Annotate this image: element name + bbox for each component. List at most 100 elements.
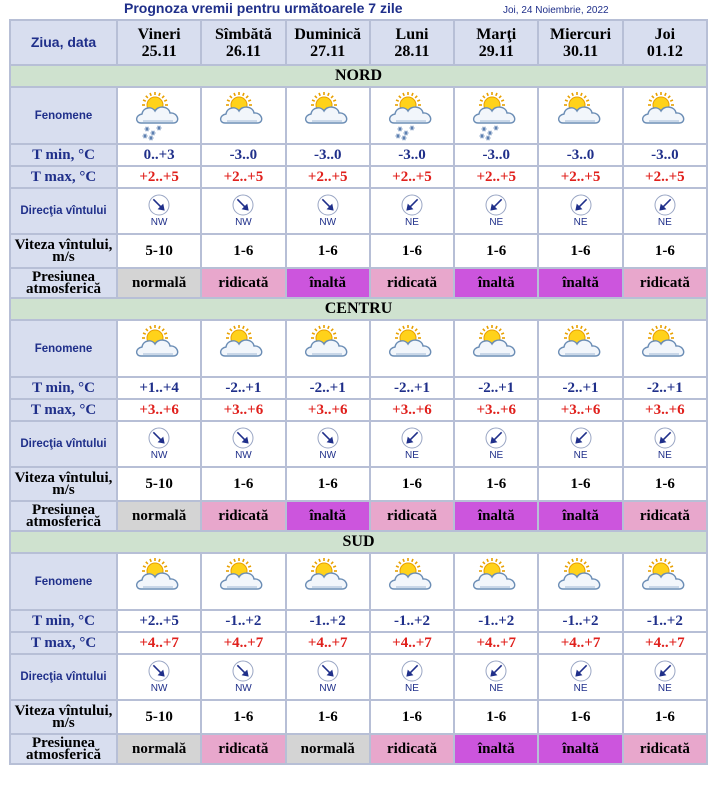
cloud-sun-snow-icon [136, 91, 179, 140]
tmin-value: -3..0 [284, 143, 371, 167]
fenomene-cell [537, 319, 624, 378]
wind-ne-icon [570, 194, 592, 216]
fenomene-cell [621, 86, 709, 145]
wind-direction-cell: NE [368, 653, 456, 701]
wind-direction-row: Direcţia vîntului NW NW NW NE NE NE NE [9, 187, 709, 235]
tmax-value: +3..+6 [537, 398, 624, 422]
tmax-value: +3..+6 [284, 398, 371, 422]
tmax-value: +4..+7 [115, 631, 203, 655]
day-date: 29.11 [478, 42, 514, 60]
tmin-value: -2..+1 [537, 376, 624, 400]
wind-direction-cell: NE [621, 420, 709, 468]
wind-speed-value: 1-6 [368, 699, 456, 735]
pressure-row: Presiunea atmosferică normală ridicată norm… [9, 733, 709, 765]
day-header-2: Duminică 27.11 [284, 19, 371, 66]
cloud-sun-icon [388, 324, 432, 357]
tmin-label: T min, °C [9, 609, 118, 633]
fenomene-cell [368, 319, 456, 378]
wind-speed-value: 1-6 [453, 699, 540, 735]
tmin-value: -3..0 [537, 143, 624, 167]
wind-direction-cell: NE [368, 187, 456, 235]
fenomene-cell [453, 319, 540, 378]
cloud-sun-icon [641, 557, 685, 590]
fenomene-cell [453, 86, 540, 145]
tmin-value: -3..0 [368, 143, 456, 167]
wind-direction-cell: NW [284, 187, 371, 235]
wind-direction-value: NE [657, 450, 672, 461]
wind-nw-icon [232, 427, 254, 449]
wind-direction-value: NW [319, 450, 337, 461]
wind-direction-value: NW [319, 217, 337, 228]
region-row-nord: NORD [9, 64, 708, 88]
fenomene-cell [284, 86, 371, 145]
wind-direction-label: Direcţia vîntului [9, 187, 118, 235]
wind-direction-label: Direcţia vîntului [9, 653, 118, 701]
wind-speed-value: 1-6 [284, 233, 371, 269]
day-name: Vineri [137, 25, 181, 43]
tmax-value: +2..+5 [621, 165, 709, 189]
wind-direction-value: NE [405, 450, 419, 461]
day-date: 01.12 [646, 42, 683, 60]
wind-ne-icon [401, 660, 423, 682]
tmax-value: +4..+7 [284, 631, 371, 655]
tmax-value: +2..+5 [200, 165, 287, 189]
pressure-value: înaltă [537, 733, 624, 765]
wind-direction-cell: NW [115, 187, 203, 235]
day-date: 28.11 [394, 42, 430, 60]
cloud-sun-snow-icon [473, 91, 516, 140]
wind-speed-value: 1-6 [368, 233, 456, 269]
wind-direction-value: NW [235, 683, 252, 694]
fenomene-row: Fenomene [9, 319, 709, 378]
fenomene-cell [537, 86, 624, 145]
wind-speed-value: 1-6 [200, 466, 287, 502]
tmax-value: +4..+7 [200, 631, 287, 655]
wind-speed-value: 1-6 [537, 233, 624, 269]
day-name: Marţi [476, 25, 517, 43]
wind-direction-cell: NW [200, 420, 287, 468]
tmax-value: +4..+7 [537, 631, 624, 655]
day-header-0: Vineri 25.11 [115, 19, 203, 66]
pressure-value: ridicată [621, 733, 709, 765]
pressure-value: ridicată [200, 267, 287, 299]
tmin-value: -2..+1 [284, 376, 371, 400]
tmin-value: -2..+1 [200, 376, 287, 400]
cloud-sun-icon [388, 557, 432, 590]
fenomene-cell [115, 552, 203, 611]
pressure-value: înaltă [537, 267, 624, 299]
wind-direction-value: NE [573, 450, 588, 461]
wind-direction-cell: NE [537, 653, 624, 701]
tmax-value: +2..+5 [537, 165, 624, 189]
wind-ne-icon [654, 194, 676, 216]
tmax-value: +3..+6 [621, 398, 709, 422]
fenomene-cell [537, 552, 624, 611]
day-name: Joi [654, 25, 676, 43]
pressure-value: ridicată [200, 733, 287, 765]
tmax-label: T max, °C [9, 398, 118, 422]
wind-direction-value: NE [405, 217, 419, 228]
wind-direction-value: NW [319, 683, 337, 694]
tmax-value: +2..+5 [284, 165, 371, 189]
wind-nw-icon [232, 194, 254, 216]
wind-direction-cell: NW [200, 187, 287, 235]
cloud-sun-icon [304, 557, 348, 590]
tmin-row: T min, °C +2..+5 -1..+2 -1..+2 -1..+2 -1..+2-… [9, 609, 709, 633]
cloud-sun-icon [557, 91, 600, 124]
tmin-value: -3..0 [200, 143, 287, 167]
day-date: 26.11 [225, 42, 261, 60]
day-name: Miercuri [550, 25, 612, 43]
wind-direction-value: NE [573, 683, 588, 694]
tmax-label: T max, °C [9, 165, 118, 189]
tmin-row: T min, °C +1..+4 -2..+1 -2..+1 -2..+1 -2..+1-… [9, 376, 709, 400]
tmax-row: T max, °C +4..+7 +4..+7 +4..+7 +4..+7 +4..+7 +… [9, 631, 709, 655]
pressure-value: ridicată [621, 500, 709, 532]
cloud-sun-icon [304, 91, 348, 124]
cloud-sun-snow-icon [388, 91, 432, 140]
tmax-value: +3..+6 [453, 398, 540, 422]
header-label: Ziua, data [9, 19, 118, 66]
tmax-value: +4..+7 [368, 631, 456, 655]
tmax-value: +2..+5 [368, 165, 456, 189]
tmin-value: 0..+3 [115, 143, 203, 167]
fenomene-cell [368, 552, 456, 611]
fenomene-row: Fenomene [9, 552, 709, 611]
region-row-sud: SUD [9, 530, 708, 554]
